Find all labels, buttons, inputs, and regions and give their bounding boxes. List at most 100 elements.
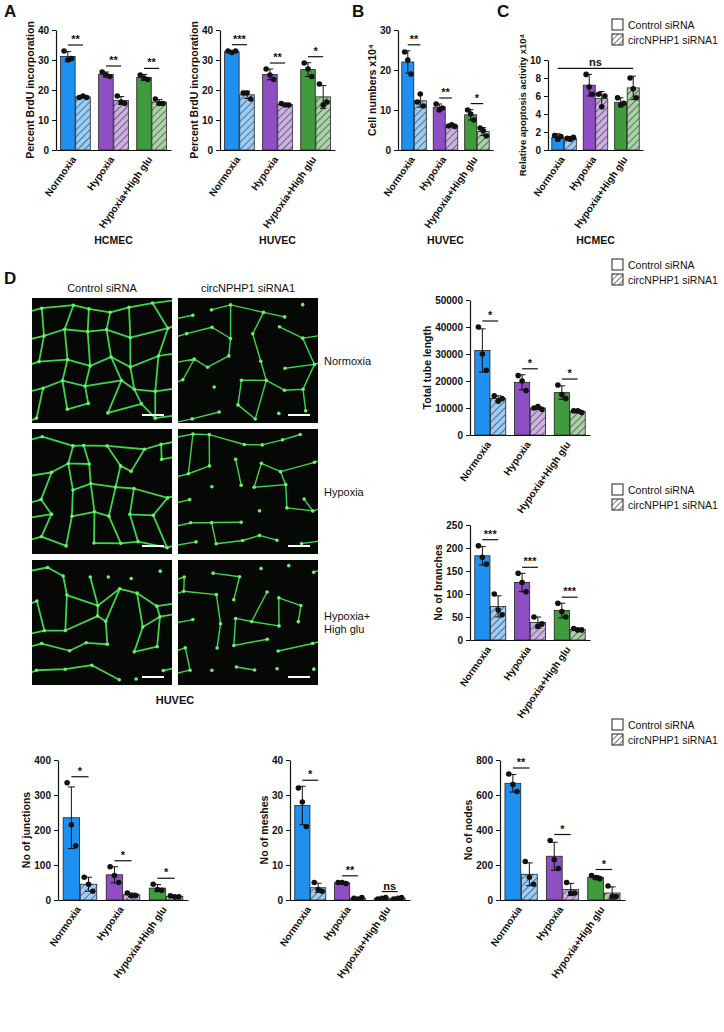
tick-label: 200: [476, 860, 493, 871]
significance-label: *: [475, 92, 480, 104]
tick: 20: [272, 825, 290, 836]
tick: Hypoxia: [567, 154, 599, 193]
data-point: [539, 621, 545, 627]
y-axis-title: No of junctions: [20, 792, 32, 869]
tick: 0: [277, 895, 290, 906]
tick-label: 0: [277, 895, 283, 906]
tick-mark: [496, 900, 500, 901]
data-point: [69, 56, 75, 62]
tick-label: 30: [38, 55, 50, 66]
x-axis-title: HCMEC: [576, 234, 615, 246]
data-point: [160, 101, 166, 107]
axis-line: [59, 900, 189, 901]
data-point: [61, 48, 67, 54]
bar: [225, 52, 240, 150]
significance-label: **: [71, 33, 80, 45]
tick-mark: [54, 830, 58, 831]
tick-label: 2: [535, 127, 541, 138]
data-point: [506, 771, 512, 777]
tick-label: Normoxia: [531, 154, 567, 198]
tick-label: 40: [38, 25, 50, 36]
tick-mark: [52, 120, 56, 121]
tick-mark: [54, 795, 58, 796]
tick: Hypoxia: [94, 904, 126, 943]
x-axis: NormoxiaHypoxiaHypoxia+High glu: [458, 641, 591, 721]
bar: [61, 56, 76, 150]
tick-label: Normoxia: [47, 904, 83, 948]
data-point: [64, 780, 70, 786]
tick: 10: [202, 115, 220, 126]
legend-label: Control siRNA: [628, 484, 695, 496]
data-point: [519, 580, 525, 586]
legend-label: Control siRNA: [628, 19, 695, 31]
tick-label: 8: [535, 73, 541, 84]
data-point: [317, 81, 323, 87]
plot-marks: [402, 49, 489, 150]
tick: 0: [385, 145, 398, 156]
bar: [491, 399, 506, 435]
data-point: [107, 864, 113, 870]
bar: [475, 556, 490, 640]
legend-swatch: [612, 734, 623, 745]
y-axis-title: No of nodes: [462, 800, 474, 861]
data-point: [440, 105, 446, 111]
data-point: [150, 881, 156, 887]
tick-label: 800: [476, 755, 493, 766]
plot-marks: [475, 324, 585, 435]
tick: 30: [272, 790, 290, 801]
tick-label: 300: [34, 790, 51, 801]
tick: Normoxia: [47, 904, 83, 948]
data-point: [558, 134, 564, 140]
tick-label: 0: [385, 145, 391, 156]
data-point: [495, 607, 501, 613]
data-point: [244, 90, 250, 96]
data-point: [491, 591, 497, 597]
tick-mark: [286, 900, 290, 901]
tick-mark: [466, 548, 470, 549]
row-label: Hypoxia+High glu: [324, 610, 370, 635]
tick: 0: [535, 145, 548, 156]
legend-item: circNPHP1 siRNA1: [612, 499, 718, 511]
x-axis: NormoxiaHypoxiaHypoxia+High glu: [47, 901, 188, 981]
error-bar: [68, 787, 75, 849]
y-axis: 01000020000300004000050000: [435, 295, 470, 441]
tick-label: 40: [272, 755, 284, 766]
x-axis: NormoxiaHypoxiaHypoxia+High glu: [488, 901, 625, 981]
tick-mark: [52, 150, 56, 151]
tick-mark: [466, 617, 470, 618]
data-point: [263, 66, 269, 72]
figure: 010203040NormoxiaHypoxiaHypoxia+High glu…: [0, 0, 724, 1032]
tick: 0: [457, 430, 470, 441]
tick: 10: [272, 860, 290, 871]
data-point: [399, 895, 405, 900]
x-axis: NormoxiaHypoxiaHypoxia+High glu: [278, 901, 411, 981]
legend-item: circNPHP1 siRNA1: [612, 274, 718, 286]
data-point: [523, 388, 529, 394]
tick-mark: [286, 795, 290, 796]
axis-line: [500, 761, 501, 901]
tick-mark: [544, 114, 548, 115]
significance-label: *: [164, 866, 169, 878]
data-point: [86, 881, 92, 887]
tick-label: Hypoxia+High glu: [261, 154, 319, 230]
tick: 10: [38, 115, 56, 126]
data-point: [383, 895, 389, 900]
chart: 010203040NormoxiaHypoxiaHypoxia+High glu…: [188, 21, 336, 246]
plot-marks: [295, 785, 405, 900]
x-axis: NormoxiaHypoxiaHypoxia+High glu: [43, 151, 172, 231]
tick-label: 30: [272, 790, 284, 801]
data-point: [499, 612, 505, 618]
chart: 050100150200250NormoxiaHypoxiaHypoxia+Hi…: [432, 520, 590, 720]
bar: [240, 95, 255, 150]
bar: [414, 101, 426, 150]
tick-mark: [52, 30, 56, 31]
micrograph: [178, 298, 318, 423]
bar: [402, 62, 414, 150]
column-header: circNPHP1 siRNA1: [201, 282, 295, 294]
data-point: [84, 95, 90, 101]
tick-mark: [544, 150, 548, 151]
tick-label: 400: [34, 755, 51, 766]
chart: 01000020000300004000050000NormoxiaHypoxi…: [421, 295, 590, 515]
tick: 0: [487, 895, 500, 906]
data-point: [531, 881, 537, 887]
